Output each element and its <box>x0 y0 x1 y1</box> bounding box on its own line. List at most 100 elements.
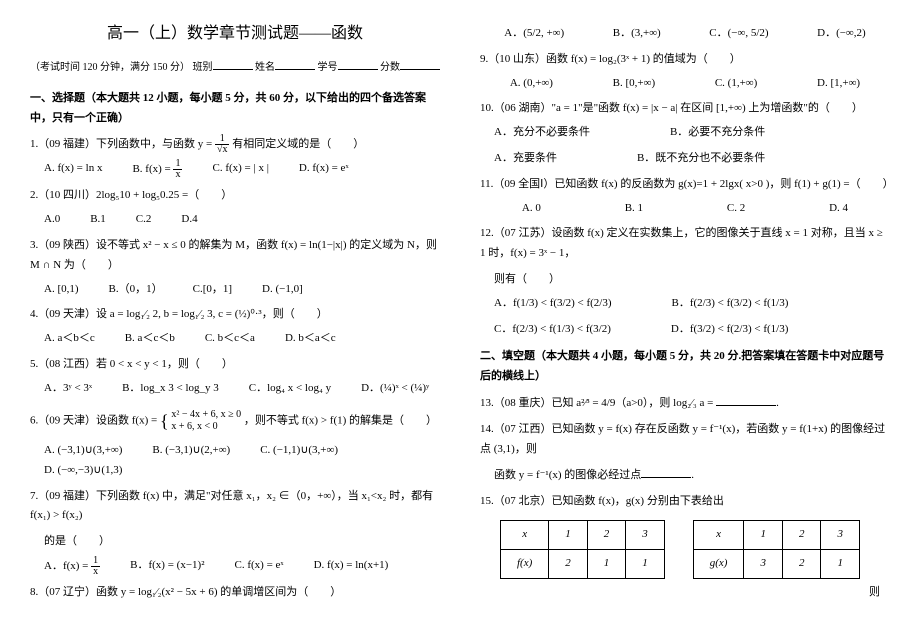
brace-icon: { <box>160 411 169 431</box>
q6-opt-a: A. (−3,1)∪(3,+∞) <box>44 441 122 461</box>
q6-text-a: 6.（09 天津）设函数 f(x) = <box>30 414 160 426</box>
q12-opt-b: B．f(2/3) < f(3/2) < f(1/3) <box>672 294 789 314</box>
q4-options: A. a＜b＜c B. a＜c＜b C. b＜c＜a D. b＜a＜c <box>44 329 440 349</box>
question-15: 15.（07 北京）已知函数 f(x)，g(x) 分别由下表给出 <box>480 492 890 512</box>
question-2: 2.（10 四川）2log₅10 + log₅0.25 =（ ） <box>30 186 440 206</box>
cell: 3 <box>744 549 783 578</box>
table-row: g(x) 3 2 1 <box>693 549 859 578</box>
doc-subtitle: （考试时间 120 分钟，满分 150 分） 班别 姓名 学号 分数 <box>30 57 440 77</box>
cell: 2 <box>782 520 821 549</box>
th-gx: g(x) <box>693 549 744 578</box>
q8-opt-d: D．(−∞,2) <box>817 24 866 44</box>
cell: 2 <box>549 549 588 578</box>
cell: 1 <box>744 520 783 549</box>
section-2-heading: 二、填空题（本大题共 4 小题，每小题 5 分，共 20 分.把答案填在答题卡中… <box>480 347 890 387</box>
q12-options: A．f(1/3) < f(3/2) < f(2/3) B．f(2/3) < f(… <box>494 294 890 340</box>
q10-opt-a: A．充分不必要条件 <box>494 123 590 143</box>
question-12: 12.（07 江苏）设函数 f(x) 定义在实数集上，它的图像关于直线 x = … <box>480 224 890 264</box>
then-text: 则 <box>480 583 890 603</box>
q3-opt-c: C.[0，1] <box>193 280 232 300</box>
q4-opt-d: D. b＜a＜c <box>285 329 336 349</box>
question-13: 13.（08 重庆）已知 a²⁄³ = 4/9（a>0），则 log₂⁄₃ a … <box>480 393 890 414</box>
q7-opt-d: D. f(x) = ln(x+1) <box>314 556 389 577</box>
table-fx: x 1 2 3 f(x) 2 1 1 <box>500 520 665 579</box>
th-x: x <box>693 520 744 549</box>
table-gx: x 1 2 3 g(x) 3 2 1 <box>693 520 860 579</box>
question-5: 5.（08 江西）若 0 < x < y < 1，则（ ） <box>30 355 440 375</box>
q13-blank <box>716 393 776 406</box>
q12-opt-a: A．f(1/3) < f(3/2) < f(2/3) <box>494 294 612 314</box>
q7-options: A．f(x) = 1x B．f(x) = (x−1)² C. f(x) = eˣ… <box>44 556 440 577</box>
q10-options-1: A．充分不必要条件 B．必要不充分条件 <box>494 123 890 143</box>
cell: 1 <box>549 520 588 549</box>
cell: 3 <box>821 520 860 549</box>
q8-opt-c: C．(−∞, 5/2) <box>709 24 768 44</box>
cell: 1 <box>626 549 665 578</box>
q15-tables: x 1 2 3 f(x) 2 1 1 x 1 2 3 <box>480 516 890 583</box>
q5-options: A．3ʸ < 3ˣ B．log_x 3 < log_y 3 C．log₄ x <… <box>44 379 440 399</box>
q1-opt-c: C. f(x) = | x | <box>212 159 268 180</box>
q11-options: A. 0 B. 1 C. 2 D. 4 <box>480 199 890 219</box>
class-label: 班别 <box>193 62 213 73</box>
name-blank <box>275 57 315 70</box>
q11-opt-a: A. 0 <box>522 199 541 219</box>
q2-options: A.0 B.1 C.2 D.4 <box>44 210 440 230</box>
cell: 2 <box>782 549 821 578</box>
cell: 3 <box>626 520 665 549</box>
q6-p1: x² − 4x + 6, x ≥ 0 <box>171 409 241 420</box>
q5-opt-a: A．3ʸ < 3ˣ <box>44 379 92 399</box>
exam-info: （考试时间 120 分钟，满分 150 分） <box>30 62 190 73</box>
cell: 2 <box>587 520 626 549</box>
q3-opt-d: D. (−1,0] <box>262 280 303 300</box>
question-3: 3.（09 陕西）设不等式 x² − x ≤ 0 的解集为 M，函数 f(x) … <box>30 236 440 276</box>
q3-opt-a: A. [0,1) <box>44 280 79 300</box>
q1-options: A. f(x) = ln x B. f(x) = 1x C. f(x) = | … <box>44 159 440 180</box>
question-7: 7.（09 福建）下列函数 f(x) 中，满足"对任意 x₁，x₂ ∈（0，+∞… <box>30 487 440 527</box>
question-6: 6.（09 天津）设函数 f(x) = { x² − 4x + 6, x ≥ 0… <box>30 405 440 437</box>
q6-p2: x + 6, x < 0 <box>171 421 217 432</box>
th-fx: f(x) <box>501 549 549 578</box>
q1-text: 1.（09 福建）下列函数中，与函数 y = <box>30 138 215 150</box>
class-blank <box>213 57 253 70</box>
q10-opt-b: B．必要不充分条件 <box>670 123 765 143</box>
question-12b: 则有（ ） <box>494 270 890 290</box>
q2-opt-d: D.4 <box>181 210 197 230</box>
question-7b: 的是（ ） <box>44 532 440 552</box>
q1-frac: 1√x <box>215 134 230 155</box>
question-10: 10.（06 湖南）"a = 1"是"函数 f(x) = |x − a| 在区间… <box>480 99 890 119</box>
question-11: 11.（09 全国Ⅰ）已知函数 f(x) 的反函数为 g(x)=1 + 2lgx… <box>480 175 890 195</box>
cell: 1 <box>821 549 860 578</box>
q1-text-b: 有相同定义域的是（ ） <box>232 138 364 150</box>
q4-opt-b: B. a＜c＜b <box>125 329 175 349</box>
q2-opt-c: C.2 <box>136 210 152 230</box>
q9-opt-d: D. [1,+∞) <box>817 74 860 94</box>
q12-opt-c: C．f(2/3) < f(1/3) < f(3/2) <box>494 320 611 340</box>
cell: 1 <box>587 549 626 578</box>
right-column: A．(5/2, +∞) B．(3,+∞) C．(−∞, 5/2) D．(−∞,2… <box>480 20 890 607</box>
question-9: 9.（10 山东）函数 f(x) = log₂(3ˣ + 1) 的值域为（ ） <box>480 50 890 70</box>
q2-opt-a: A.0 <box>44 210 60 230</box>
question-8: 8.（07 辽宁）函数 y = log₁⁄₂(x² − 5x + 6) 的单调增… <box>30 583 440 603</box>
q10-opt-d: B．既不充分也不必要条件 <box>637 149 765 169</box>
q11-opt-b: B. 1 <box>625 199 643 219</box>
q6-options: A. (−3,1)∪(3,+∞) B. (−3,1)∪(2,+∞) C. (−1… <box>44 441 440 481</box>
q9-opt-a: A. (0,+∞) <box>510 74 553 94</box>
table-row: x 1 2 3 <box>693 520 859 549</box>
table-row: x 1 2 3 <box>501 520 665 549</box>
q6-opt-c: C. (−1,1)∪(3,+∞) <box>260 441 338 461</box>
score-blank <box>400 57 440 70</box>
q7-opt-a: A．f(x) = 1x <box>44 556 100 577</box>
q7a-lbl: A．f(x) = <box>44 560 91 572</box>
q6-opt-d: D. (−∞,−3)∪(1,3) <box>44 461 122 481</box>
q8-opt-a: A．(5/2, +∞) <box>504 24 564 44</box>
question-14: 14.（07 江西）已知函数 y = f(x) 存在反函数 y = f⁻¹(x)… <box>480 420 890 460</box>
q8-opt-b: B．(3,+∞) <box>613 24 661 44</box>
q1b-frac: 1x <box>173 159 182 180</box>
q5-opt-d: D．(¼)ˣ < (¼)ʸ <box>361 379 429 399</box>
q2-opt-b: B.1 <box>90 210 106 230</box>
q1-opt-d: D. f(x) = eˣ <box>299 159 349 180</box>
q7a-frac: 1x <box>91 556 100 577</box>
q14-blank <box>641 465 691 478</box>
score-label: 分数 <box>380 62 400 73</box>
q10-options-2: A．充要条件 B．既不充分也不必要条件 <box>494 149 890 169</box>
